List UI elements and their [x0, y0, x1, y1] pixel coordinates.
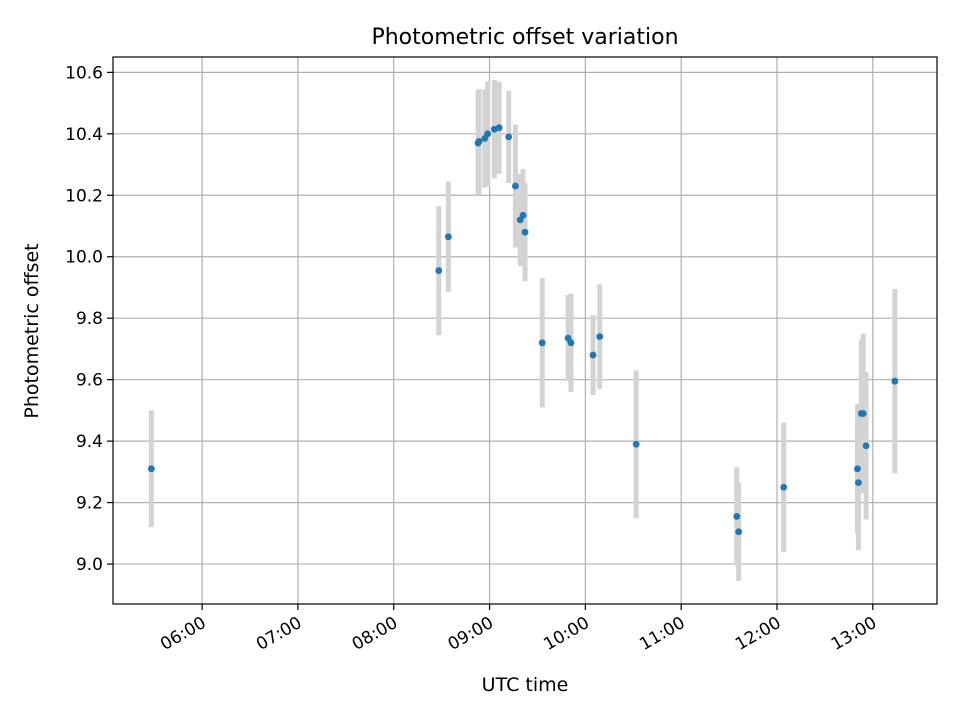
- y-tick-label: 10.0: [65, 248, 103, 268]
- y-tick-label: 9.0: [76, 555, 103, 575]
- data-point: [855, 479, 862, 487]
- y-tick-label: 9.6: [76, 371, 103, 391]
- data-point: [854, 465, 861, 473]
- y-axis-ticks: 9.0 9.2 9.4 9.6 9.8 10.0 10.2 10.4 10.6: [65, 63, 113, 575]
- y-tick-label: 9.8: [76, 309, 103, 329]
- data-point: [733, 513, 741, 520]
- y-axis-label: Photometric offset: [21, 243, 43, 418]
- y-tick-label: 10.2: [65, 186, 103, 206]
- data-points: [147, 124, 899, 536]
- data-point: [632, 440, 640, 448]
- data-point: [589, 351, 597, 359]
- data-point: [862, 442, 870, 450]
- chart-title: Photometric offset variation: [371, 25, 678, 50]
- data-point: [147, 465, 155, 473]
- data-point: [780, 483, 788, 491]
- data-point: [596, 333, 604, 341]
- data-point: [495, 124, 503, 132]
- y-tick-label: 9.4: [76, 432, 103, 452]
- data-point: [538, 339, 546, 347]
- data-point: [444, 233, 452, 241]
- plot-frame: [112, 56, 938, 605]
- data-point: [891, 377, 899, 385]
- data-point: [484, 130, 492, 138]
- y-tick-label: 10.4: [65, 125, 103, 145]
- data-point: [567, 339, 575, 347]
- x-axis-label: UTC time: [482, 674, 569, 696]
- data-point: [475, 138, 483, 145]
- data-point: [859, 410, 867, 417]
- data-point: [505, 133, 513, 141]
- data-point: [735, 528, 743, 536]
- data-point: [521, 228, 529, 236]
- y-tick-label: 9.2: [76, 494, 103, 514]
- y-tick-label: 10.6: [65, 63, 103, 83]
- data-point: [519, 211, 527, 219]
- data-point: [512, 182, 519, 190]
- data-point: [435, 267, 443, 274]
